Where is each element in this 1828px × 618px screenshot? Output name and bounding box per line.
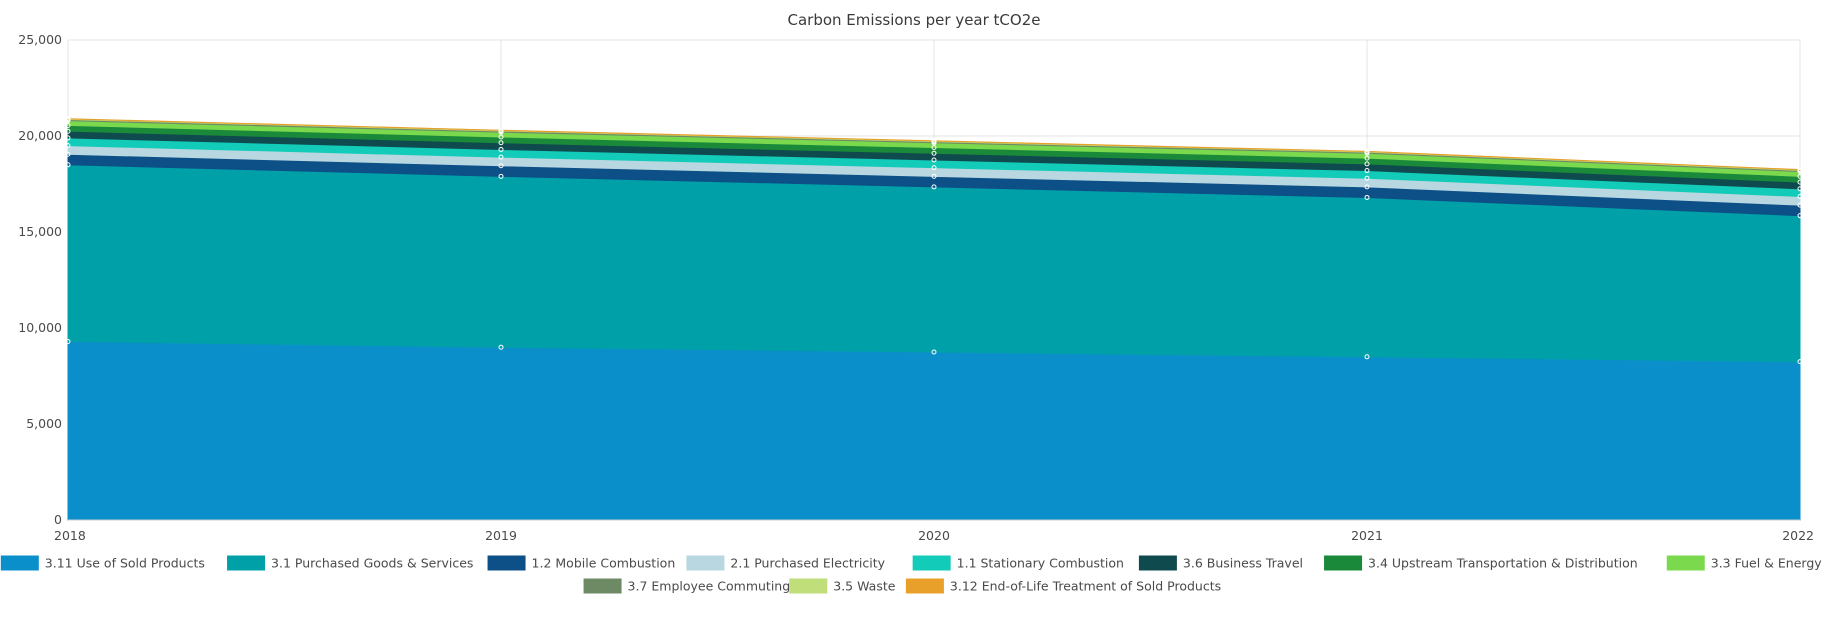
legend-label: 1.1 Stationary Combustion	[957, 556, 1124, 571]
legend-item-1-1-stationary-combustion[interactable]: 1.1 Stationary Combustion	[912, 555, 1124, 571]
data-point[interactable]	[1797, 202, 1803, 208]
data-point[interactable]	[1364, 175, 1370, 181]
data-point[interactable]	[65, 122, 71, 128]
data-point[interactable]	[1364, 148, 1370, 154]
data-point[interactable]	[931, 145, 937, 151]
x-tick-label: 2022	[1782, 528, 1814, 543]
data-point[interactable]	[1797, 167, 1803, 173]
data-point[interactable]	[498, 127, 504, 133]
legend-swatch	[912, 555, 951, 571]
legend-label: 3.11 Use of Sold Products	[45, 556, 205, 571]
y-tick-label: 10,000	[18, 320, 62, 335]
data-point[interactable]	[931, 138, 937, 144]
data-point[interactable]	[1797, 213, 1803, 219]
data-point[interactable]	[931, 157, 937, 163]
legend-swatch	[1666, 555, 1705, 571]
legend-swatch	[0, 555, 39, 571]
data-point[interactable]	[65, 338, 71, 344]
marker-layer	[65, 116, 1803, 365]
data-point[interactable]	[1797, 186, 1803, 192]
data-point[interactable]	[65, 151, 71, 157]
legend-item-2-1-purchased-electricity[interactable]: 2.1 Purchased Electricity	[686, 555, 886, 571]
legend-swatch	[1138, 555, 1177, 571]
data-point[interactable]	[931, 173, 937, 179]
data-point[interactable]	[1364, 184, 1370, 190]
data-point[interactable]	[65, 135, 71, 141]
legend-swatch	[583, 578, 622, 594]
legend: 3.11 Use of Sold Products 3.1 Purchased G…	[0, 555, 1823, 594]
x-tick-label: 2020	[918, 528, 950, 543]
data-point[interactable]	[498, 163, 504, 169]
legend-label: 3.6 Business Travel	[1183, 556, 1303, 571]
data-point[interactable]	[498, 173, 504, 179]
legend-item-3-4-upstream-transportation-distribution[interactable]: 3.4 Upstream Transportation & Distributi…	[1324, 555, 1638, 571]
data-point[interactable]	[498, 134, 504, 140]
legend-item-3-3-fuel-energy[interactable]: 3.3 Fuel & Energy	[1666, 555, 1823, 571]
legend-label: 1.2 Mobile Combustion	[532, 556, 676, 571]
legend-label: 2.1 Purchased Electricity	[730, 556, 885, 571]
data-point[interactable]	[65, 128, 71, 134]
legend-item-3-11-use-of-sold-products[interactable]: 3.11 Use of Sold Products	[0, 555, 205, 571]
data-point[interactable]	[1364, 354, 1370, 360]
y-tick-label: 20,000	[18, 128, 62, 143]
data-point[interactable]	[1364, 168, 1370, 174]
y-tick-label: 0	[54, 512, 62, 527]
data-point[interactable]	[65, 116, 71, 122]
legend-label: 3.7 Employee Commuting	[628, 579, 791, 594]
data-point[interactable]	[1364, 194, 1370, 200]
x-tick-label: 2019	[485, 528, 517, 543]
legend-item-3-7-employee-commuting[interactable]: 3.7 Employee Commuting	[583, 578, 791, 594]
y-tick-label: 15,000	[18, 224, 62, 239]
legend-item-3-6-business-travel[interactable]: 3.6 Business Travel	[1138, 555, 1303, 571]
x-tick-label: 2018	[54, 528, 86, 543]
data-point[interactable]	[931, 150, 937, 156]
legend-swatch	[905, 578, 944, 594]
y-tick-label: 25,000	[18, 32, 62, 47]
legend-label: 3.1 Purchased Goods & Services	[271, 556, 473, 571]
axis-layer: 0 5,000 10,000 15,000 20,000 25,000 2018 2019 20…	[18, 32, 1814, 543]
data-point[interactable]	[1364, 155, 1370, 161]
x-tick-label: 2021	[1351, 528, 1383, 543]
data-point[interactable]	[931, 184, 937, 190]
data-point[interactable]	[1797, 173, 1803, 179]
legend-swatch	[227, 555, 266, 571]
data-point[interactable]	[498, 154, 504, 160]
legend-swatch	[1324, 555, 1363, 571]
legend-swatch	[487, 555, 526, 571]
chart-title: Carbon Emissions per year tCO2e	[788, 11, 1041, 29]
legend-label: 3.12 End-of-Life Treatment of Sold Produ…	[950, 579, 1221, 594]
data-point[interactable]	[65, 143, 71, 149]
data-point[interactable]	[65, 162, 71, 168]
legend-swatch	[789, 578, 828, 594]
legend-item-3-12-end-of-life-treatment-of-sold-products[interactable]: 3.12 End-of-Life Treatment of Sold Produ…	[905, 578, 1221, 594]
data-point[interactable]	[1797, 193, 1803, 199]
legend-item-3-1-purchased-goods-services[interactable]: 3.1 Purchased Goods & Services	[227, 555, 473, 571]
data-point[interactable]	[931, 165, 937, 171]
data-point[interactable]	[1364, 161, 1370, 167]
legend-label: 3.3 Fuel & Energy	[1711, 556, 1823, 571]
data-point[interactable]	[498, 146, 504, 152]
area-series-3-11-use-of-sold-products[interactable]	[67, 340, 1801, 521]
legend-item-1-2-mobile-combustion[interactable]: 1.2 Mobile Combustion	[487, 555, 676, 571]
legend-swatch	[686, 555, 725, 571]
data-point[interactable]	[498, 140, 504, 146]
legend-label: 3.5 Waste	[833, 579, 895, 594]
legend-label: 3.4 Upstream Transportation & Distributi…	[1368, 556, 1638, 571]
data-point[interactable]	[931, 349, 937, 355]
data-point[interactable]	[1797, 359, 1803, 365]
legend-item-3-5-waste[interactable]: 3.5 Waste	[789, 578, 896, 594]
data-point[interactable]	[498, 344, 504, 350]
area-layer	[67, 118, 1801, 521]
y-tick-label: 5,000	[26, 416, 62, 431]
data-point[interactable]	[1797, 179, 1803, 185]
